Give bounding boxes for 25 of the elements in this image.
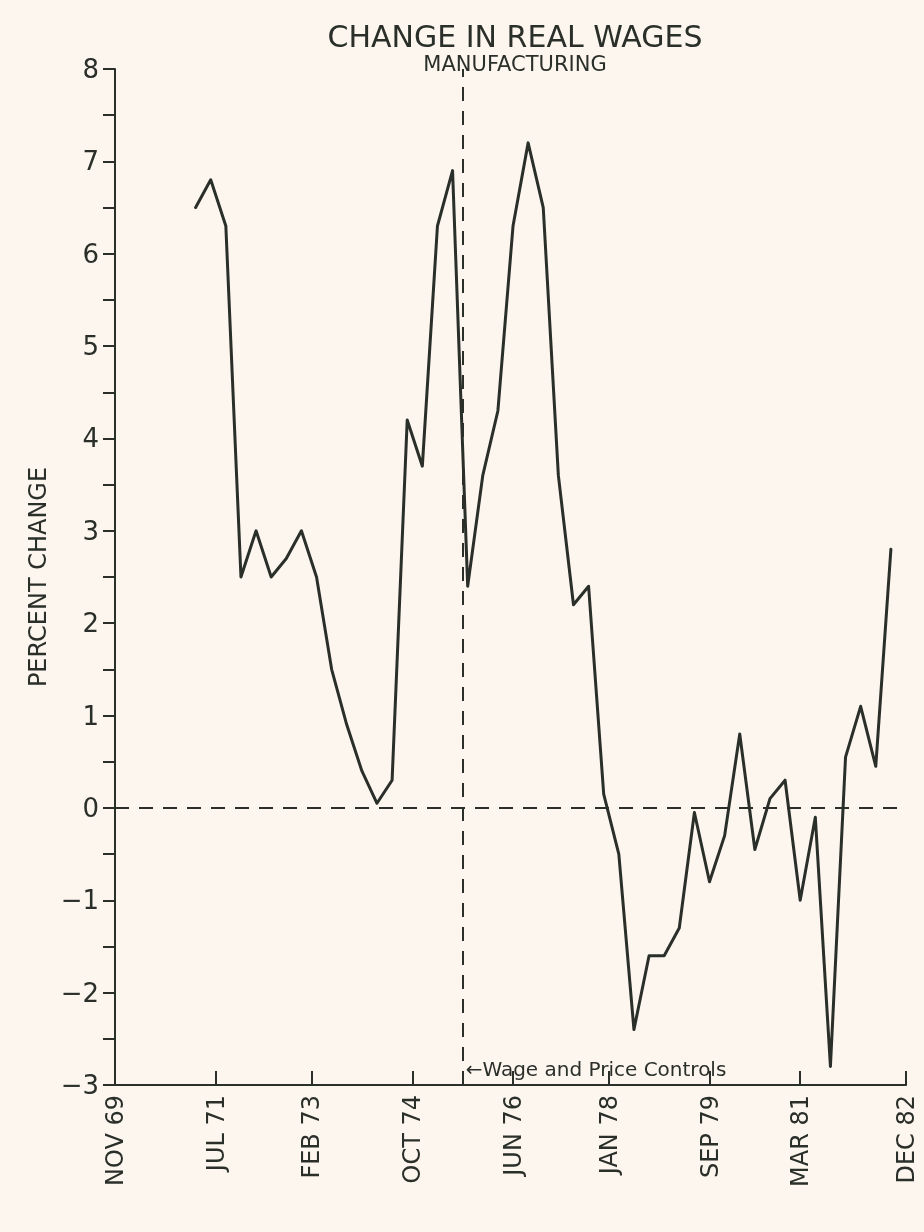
x-tick-label: SEP 79 bbox=[695, 1095, 724, 1179]
chart-subtitle: MANUFACTURING bbox=[423, 51, 607, 76]
y-tick-label: 5 bbox=[82, 331, 99, 362]
y-tick-label: 4 bbox=[82, 423, 99, 454]
x-tick-label: JUL 71 bbox=[201, 1095, 230, 1174]
y-axis-title: PERCENT CHANGE bbox=[23, 466, 52, 688]
x-tick-label: JUN 76 bbox=[499, 1095, 528, 1178]
ref-line-label: ←Wage and Price Controls bbox=[465, 1057, 727, 1081]
x-tick-label: DEC 82 bbox=[892, 1095, 920, 1184]
y-tick-label: −1 bbox=[60, 885, 99, 916]
y-tick-label: 8 bbox=[82, 54, 99, 84]
y-tick-label: 7 bbox=[82, 146, 99, 177]
y-tick-label: 6 bbox=[82, 238, 99, 269]
y-tick-label: 1 bbox=[82, 700, 99, 731]
y-tick-label: 0 bbox=[82, 792, 99, 823]
x-tick-label: FEB 73 bbox=[297, 1095, 326, 1179]
x-tick-label: JAN 78 bbox=[594, 1095, 623, 1177]
y-tick-label: −2 bbox=[60, 977, 99, 1008]
y-tick-label: 3 bbox=[82, 515, 99, 546]
chart-title: CHANGE IN REAL WAGES bbox=[327, 18, 703, 54]
x-tick-label: NOV 69 bbox=[101, 1095, 129, 1187]
x-tick-label: OCT 74 bbox=[398, 1095, 427, 1184]
y-tick-label: −3 bbox=[60, 1070, 99, 1100]
y-tick-label: 2 bbox=[82, 608, 99, 639]
x-tick-label: MAR 81 bbox=[786, 1095, 815, 1187]
